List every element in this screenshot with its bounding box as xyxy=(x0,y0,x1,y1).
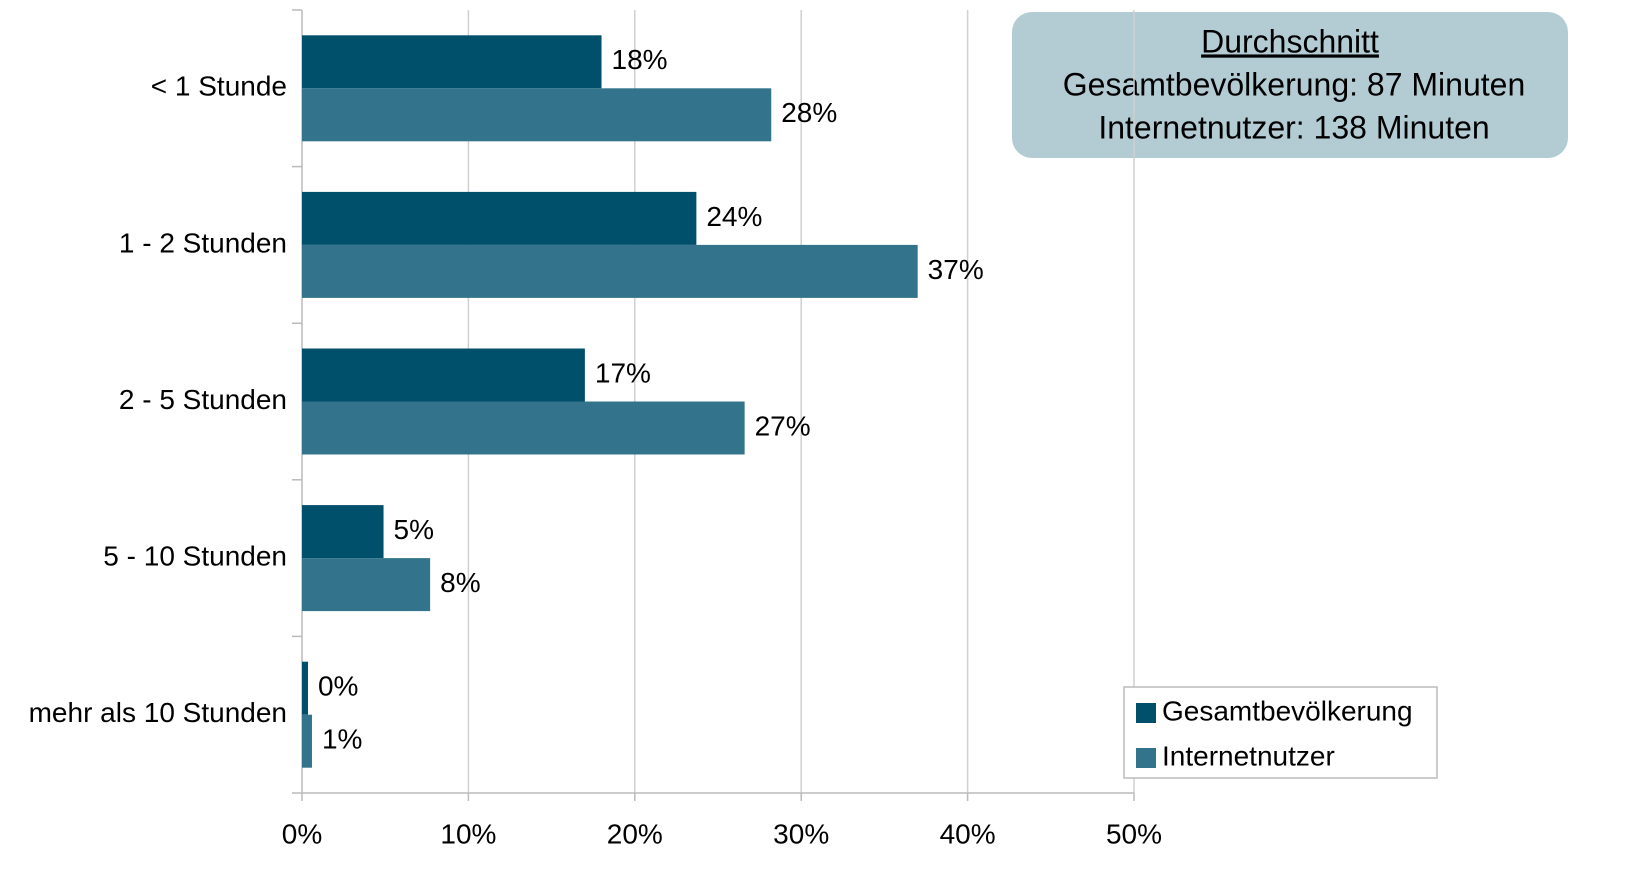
x-tick-label: 50% xyxy=(1106,818,1162,849)
data-label: 8% xyxy=(440,567,480,598)
info-line: Internetnutzer: 138 Minuten xyxy=(1098,109,1489,145)
x-tick-label: 0% xyxy=(282,818,322,849)
legend-label: Internetnutzer xyxy=(1162,740,1335,771)
y-tick-label: 5 - 10 Stunden xyxy=(103,540,287,571)
bar xyxy=(302,244,918,298)
info-title: Durchschnitt xyxy=(1201,23,1379,59)
y-tick-label: < 1 Stunde xyxy=(151,71,287,102)
data-label: 1% xyxy=(322,724,362,755)
x-tick-label: 10% xyxy=(440,818,496,849)
info-line: Gesamtbevölkerung: 87 Minuten xyxy=(1063,66,1525,102)
legend-swatch xyxy=(1136,703,1156,723)
data-label: 18% xyxy=(612,44,668,75)
data-label: 5% xyxy=(394,514,434,545)
bar xyxy=(302,401,745,455)
y-tick-label: 2 - 5 Stunden xyxy=(119,384,287,415)
legend-box xyxy=(1123,686,1438,779)
bar xyxy=(302,558,431,612)
bar xyxy=(302,505,384,559)
data-label: 37% xyxy=(928,254,984,285)
x-tick-label: 20% xyxy=(607,818,663,849)
bar xyxy=(302,191,697,245)
data-label: 28% xyxy=(781,97,837,128)
bar xyxy=(302,714,312,768)
x-tick-label: 30% xyxy=(773,818,829,849)
bar xyxy=(302,348,585,402)
bar xyxy=(302,661,308,715)
data-label: 24% xyxy=(706,201,762,232)
y-tick-label: 1 - 2 Stunden xyxy=(119,227,287,258)
x-tick-label: 40% xyxy=(940,818,996,849)
info-box xyxy=(1012,12,1568,158)
legend-swatch xyxy=(1136,748,1156,768)
legend-label: Gesamtbevölkerung xyxy=(1162,695,1413,726)
bar xyxy=(302,88,772,142)
y-tick-label: mehr als 10 Stunden xyxy=(29,697,287,728)
data-label: 27% xyxy=(755,410,811,441)
data-label: 0% xyxy=(318,671,358,702)
data-label: 17% xyxy=(595,357,651,388)
bar xyxy=(302,35,602,89)
